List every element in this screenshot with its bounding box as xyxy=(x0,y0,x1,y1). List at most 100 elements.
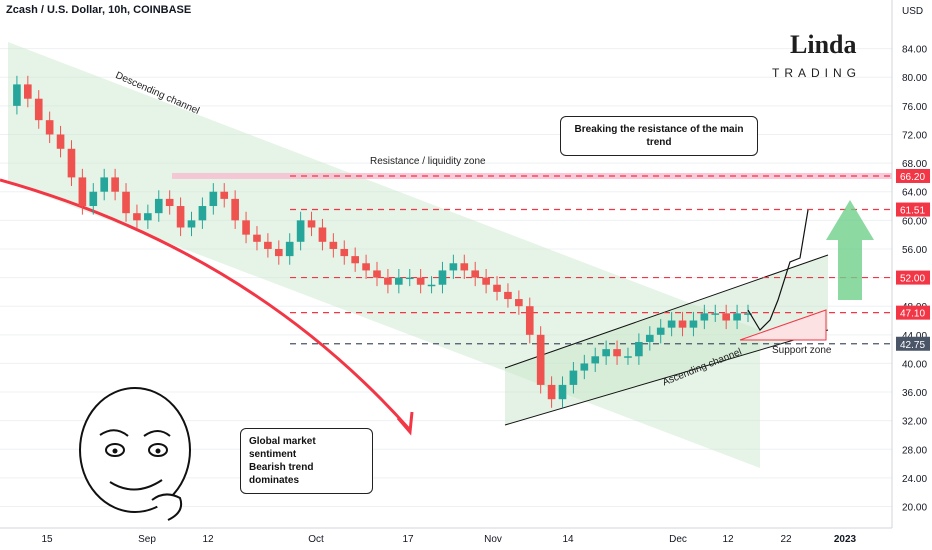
candle-body xyxy=(111,177,119,192)
y-tick-label: 72.00 xyxy=(902,130,927,141)
price-tag-label: 52.00 xyxy=(900,274,925,285)
candle-body xyxy=(154,198,163,214)
logo-sub-text: TRADING xyxy=(772,66,861,80)
y-tick-label: 68.00 xyxy=(902,159,927,170)
y-tick-label: 28.00 xyxy=(902,445,927,456)
projection-path xyxy=(747,209,809,331)
price-tag-label: 42.75 xyxy=(900,340,925,351)
candle-body xyxy=(351,256,359,264)
candle-body xyxy=(558,384,567,400)
candle-body xyxy=(187,220,196,228)
candle-body xyxy=(613,349,621,357)
y-tick-label: 36.00 xyxy=(902,388,927,399)
candle-body xyxy=(438,270,447,285)
chart-title: Zcash / U.S. Dollar, 10h, COINBASE xyxy=(6,4,192,16)
candle-body xyxy=(253,234,261,242)
candle-body xyxy=(133,213,141,221)
candle-body xyxy=(231,198,239,221)
candle-body xyxy=(340,248,349,257)
bearish-arrow-head xyxy=(396,411,414,436)
candle-body xyxy=(220,191,229,199)
candle-body xyxy=(460,263,469,271)
candle-body xyxy=(198,206,207,221)
candle-body xyxy=(395,277,403,285)
candle-body xyxy=(285,241,294,257)
candle-body xyxy=(493,284,501,292)
x-tick-label: Oct xyxy=(308,534,324,545)
candle-body xyxy=(733,313,741,321)
candle-body xyxy=(678,320,687,328)
candle-body xyxy=(547,384,556,400)
candle-body xyxy=(24,84,32,99)
price-tag xyxy=(896,202,930,217)
x-tick-label: 2023 xyxy=(834,534,857,545)
y-tick-label: 40.00 xyxy=(902,359,927,370)
x-tick-label: 22 xyxy=(780,534,792,545)
candle-body xyxy=(144,213,152,221)
candle-body xyxy=(700,313,709,321)
candle-body xyxy=(667,320,676,328)
meme-face-icon xyxy=(79,387,191,521)
price-tag xyxy=(896,168,930,183)
candle-body xyxy=(362,263,370,271)
y-tick-label: 56.00 xyxy=(902,245,927,256)
candle-body xyxy=(122,191,130,214)
y-tick-label: 80.00 xyxy=(902,73,927,84)
candle-body xyxy=(624,356,632,358)
candle-body xyxy=(656,327,665,335)
x-tick-label: 15 xyxy=(41,534,53,545)
currency-label: USD xyxy=(902,6,923,17)
candle-body xyxy=(515,299,523,307)
candle-body xyxy=(405,277,414,280)
x-tick-label: 17 xyxy=(402,534,414,545)
price-tag xyxy=(896,336,930,351)
candle-body xyxy=(416,277,425,285)
callout-market-sentiment: Global market sentiment Bearish trend do… xyxy=(240,428,373,494)
candle-body xyxy=(744,313,752,315)
price-tag xyxy=(896,305,930,320)
candle-body xyxy=(209,191,218,207)
y-tick-label: 84.00 xyxy=(902,45,927,56)
candle-body xyxy=(580,363,589,371)
price-tag-label: 61.51 xyxy=(900,206,925,217)
candle-body xyxy=(711,313,720,315)
candle-body xyxy=(384,277,392,285)
candle-body xyxy=(329,241,338,249)
candle-body xyxy=(89,191,98,207)
callout-breaking-resistance: Breaking the resistance of the main tren… xyxy=(560,116,758,156)
bullish-arrow xyxy=(826,200,874,300)
x-tick-label: Dec xyxy=(669,534,687,545)
ascending-channel-top xyxy=(504,254,829,369)
brand-logo: Linda TRADING xyxy=(760,30,880,90)
x-tick-label: 14 xyxy=(562,534,574,545)
candle-body xyxy=(569,370,578,385)
candle-body xyxy=(536,334,545,385)
y-tick-label: 76.00 xyxy=(902,102,927,113)
candle-body xyxy=(78,177,87,207)
candle-body xyxy=(645,334,654,342)
y-tick-label: 44.00 xyxy=(902,331,927,342)
x-tick-label: 12 xyxy=(202,534,214,545)
candle-body xyxy=(100,177,109,192)
candle-body xyxy=(318,227,327,242)
candle-body xyxy=(165,198,174,207)
y-tick-label: 64.00 xyxy=(902,188,927,199)
candle-body xyxy=(373,270,381,278)
candle-body xyxy=(635,341,643,357)
support-zone xyxy=(739,309,827,341)
price-tag-label: 47.10 xyxy=(900,309,925,320)
y-tick-label: 60.00 xyxy=(902,216,927,227)
y-tick-label: 20.00 xyxy=(902,503,927,514)
candle-body xyxy=(45,120,54,135)
candle-body xyxy=(427,284,436,287)
candle-body xyxy=(471,270,480,278)
x-tick-label: 12 xyxy=(722,534,734,545)
candle-body xyxy=(274,248,283,257)
support-zone-label: Support zone xyxy=(772,345,832,356)
candle-body xyxy=(482,277,490,285)
candle-body xyxy=(449,263,458,271)
candle-body xyxy=(34,98,43,121)
candle-body xyxy=(56,134,65,149)
